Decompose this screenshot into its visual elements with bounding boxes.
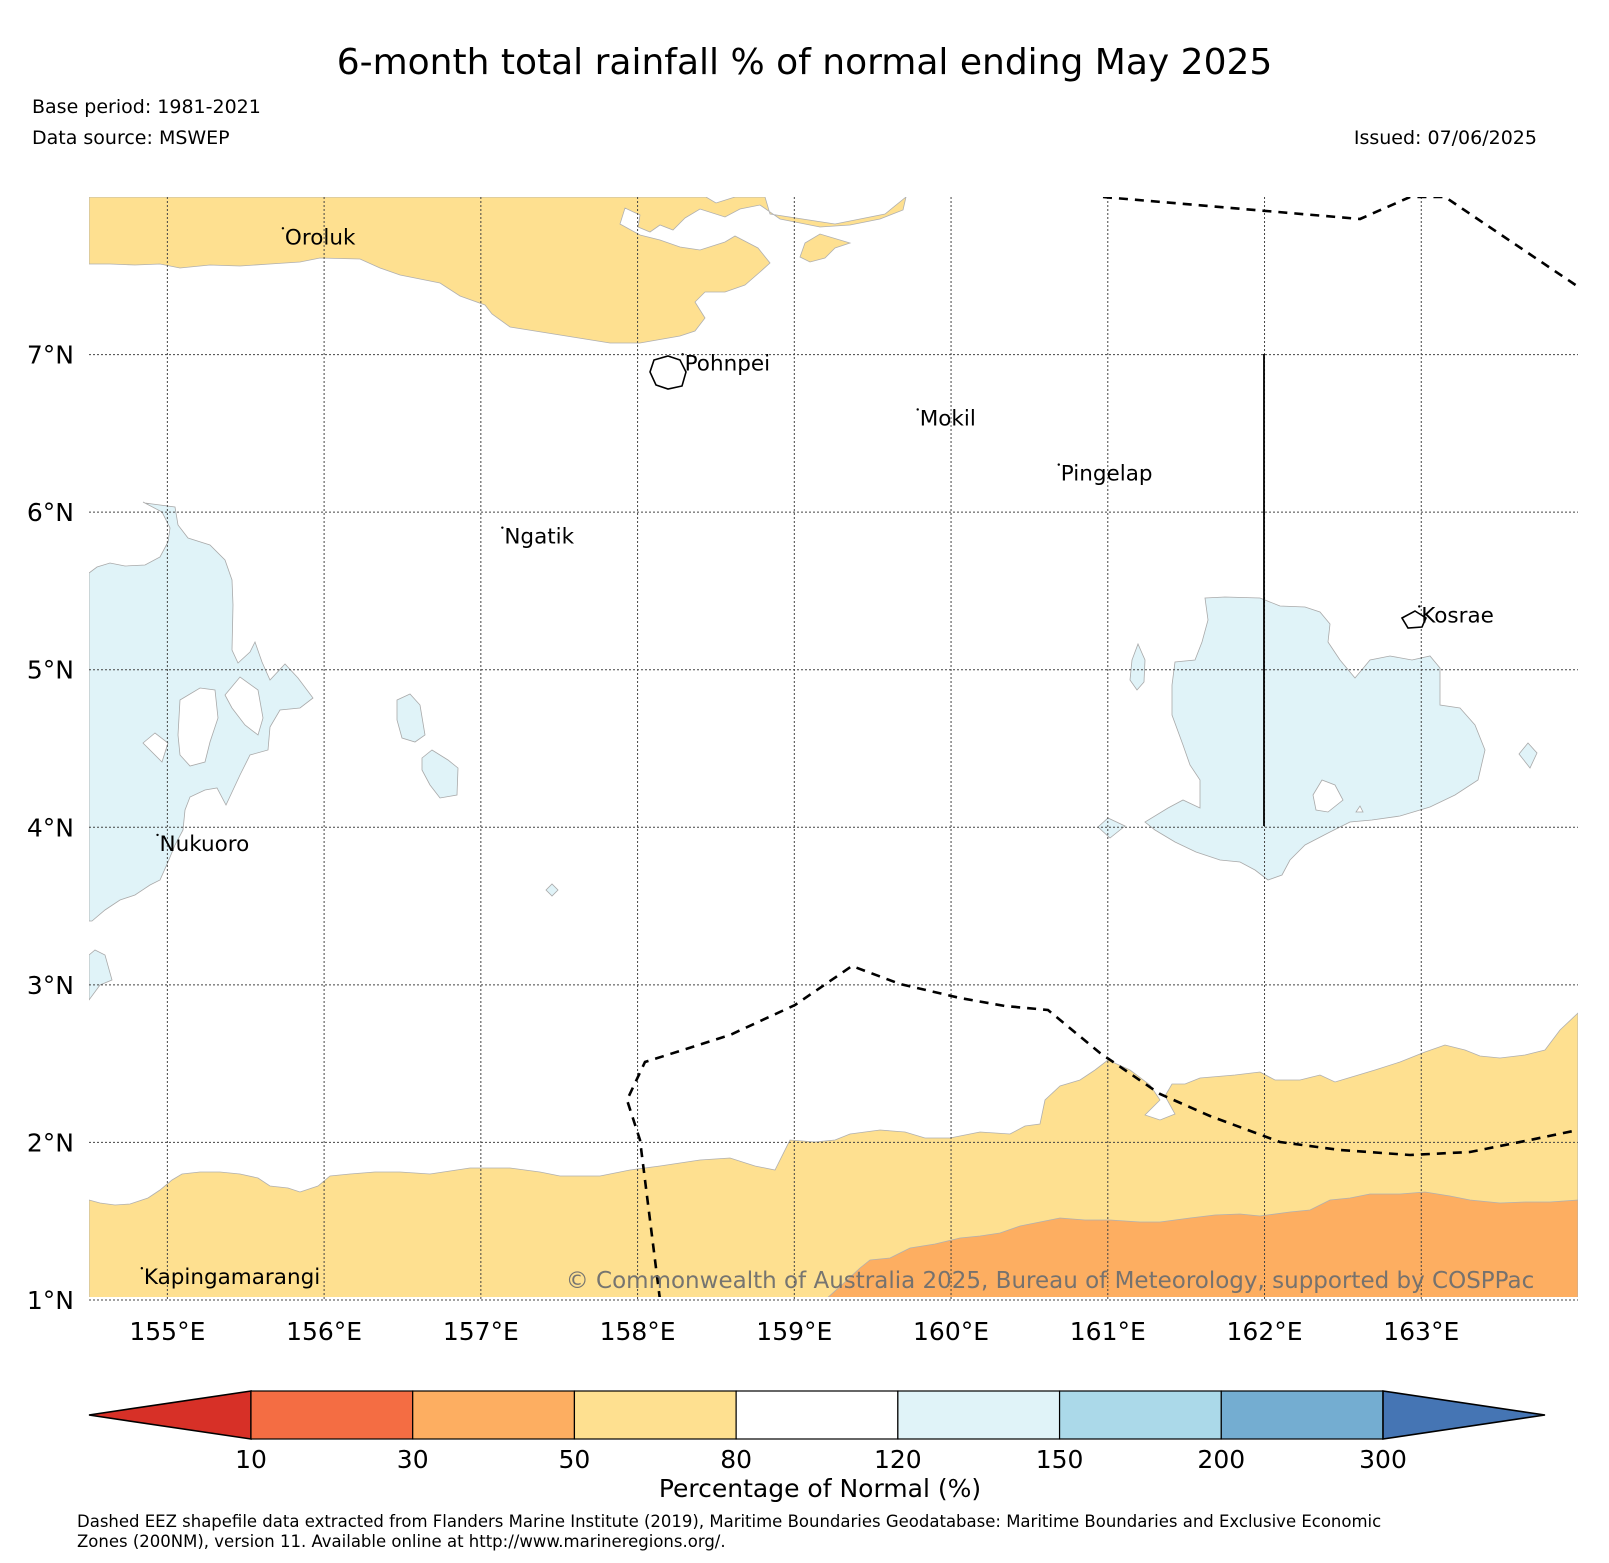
footnote-line-1: Dashed EEZ shapefile data extracted from…	[77, 1512, 1382, 1531]
place-marker	[501, 526, 504, 529]
rain-region-50-80-north-islet	[799, 233, 852, 263]
rainfall-field	[89, 197, 1578, 1297]
colorbar-bin	[897, 1390, 1061, 1440]
rain-region-120-150-east-islet-c	[1097, 817, 1126, 839]
place-marker	[1057, 463, 1060, 466]
colorbar-bin	[735, 1390, 899, 1440]
colorbar: 10 30 50 80 120 150 200 300	[88, 1390, 1546, 1474]
rain-region-120-150-east-islet-b	[1518, 742, 1538, 769]
place-marker	[281, 227, 285, 230]
place-label: Mokil	[920, 406, 976, 431]
lat-tick-label: 6°N	[27, 498, 74, 527]
place-label: Ngatik	[504, 525, 574, 550]
colorbar-bin	[250, 1390, 414, 1440]
colorbar-bin	[1058, 1390, 1222, 1440]
chart-title: 6-month total rainfall % of normal endin…	[336, 42, 1273, 83]
lat-tick-label: 1°N	[27, 1286, 74, 1315]
base-period: Base period: 1981-2021	[32, 96, 261, 118]
place-marker	[156, 833, 159, 837]
rain-region-120-150-blob-b	[421, 749, 459, 799]
latitude-tick-labels: 1°N 2°N 3°N 4°N 5°N 6°N 7°N	[27, 341, 74, 1315]
colorbar-tick-label: 150	[1036, 1445, 1084, 1474]
colorbar-bin	[1220, 1390, 1384, 1440]
lon-tick-label: 163°E	[1383, 1317, 1459, 1346]
place-marker	[916, 408, 919, 411]
place-label: Nukuoro	[160, 832, 250, 857]
place-label: Kosrae	[1421, 603, 1494, 628]
lon-tick-label: 158°E	[600, 1317, 676, 1346]
data-source: Data source: MSWEP	[32, 127, 230, 149]
eez-boundaries	[625, 197, 1578, 1297]
copyright-notice: © Commonwealth of Australia 2025, Bureau…	[566, 1268, 1535, 1294]
rain-region-120-150-blob-a	[396, 693, 426, 743]
colorbar-extend-high	[1382, 1390, 1546, 1440]
place-label: Pingelap	[1061, 462, 1153, 487]
gridlines	[89, 197, 1578, 1301]
lon-tick-label: 161°E	[1070, 1317, 1146, 1346]
lon-tick-label: 159°E	[756, 1317, 832, 1346]
lat-tick-label: 5°N	[27, 656, 74, 685]
colorbar-bin	[412, 1390, 576, 1440]
colorbar-bin	[573, 1390, 737, 1440]
kosrae-island-outline	[1400, 610, 1428, 629]
lon-tick-label: 155°E	[129, 1317, 205, 1346]
place-marker	[140, 1267, 144, 1270]
place-label: Oroluk	[285, 225, 356, 250]
place-marker	[1418, 605, 1421, 608]
lat-tick-label: 4°N	[27, 813, 74, 842]
rain-region-120-150-blob-d	[545, 883, 559, 897]
longitude-tick-labels: 155°E 156°E 157°E 158°E 159°E 160°E 161°E 162°E…	[129, 1317, 1459, 1346]
colorbar-extend-low	[88, 1390, 252, 1440]
place-label: Kapingamarangi	[144, 1265, 320, 1290]
lon-tick-label: 160°E	[913, 1317, 989, 1346]
footnote: Dashed EEZ shapefile data extracted from…	[77, 1512, 1597, 1552]
colorbar-tick-label: 30	[397, 1445, 429, 1474]
rain-region-50-80-north	[89, 197, 907, 344]
lat-tick-label: 3°N	[27, 971, 74, 1000]
place-label: Pohnpei	[685, 351, 770, 376]
colorbar-tick-label: 50	[559, 1445, 591, 1474]
colorbar-tick-label: 80	[720, 1445, 752, 1474]
rain-region-120-150-blob-c	[89, 949, 113, 1001]
place-labels: Oroluk Pohnpei Mokil Pingelap Ngatik Kosrae Nu…	[140, 225, 1494, 1290]
place-marker	[681, 353, 684, 356]
rain-region-30-50-south	[827, 1191, 1578, 1297]
rain-region-120-150-east-islet-a	[1129, 642, 1146, 691]
colorbar-tick-label: 120	[874, 1445, 922, 1474]
lat-tick-label: 7°N	[27, 341, 74, 370]
footnote-line-2: Zones (200NM), version 11. Available onl…	[77, 1532, 726, 1551]
issued-date: Issued: 07/06/2025	[1353, 127, 1537, 149]
colorbar-label: Percentage of Normal (%)	[659, 1474, 981, 1503]
eez-boundary-north	[1102, 197, 1578, 289]
eez-boundary-south	[625, 964, 1578, 1297]
lon-tick-label: 162°E	[1227, 1317, 1303, 1346]
lon-tick-label: 156°E	[286, 1317, 362, 1346]
colorbar-tick-label: 200	[1197, 1445, 1245, 1474]
lat-tick-label: 2°N	[27, 1128, 74, 1157]
pohnpei-island-outline	[649, 355, 687, 390]
colorbar-tick-label: 10	[235, 1445, 267, 1474]
lon-tick-label: 157°E	[443, 1317, 519, 1346]
rain-region-120-150-east	[1144, 596, 1486, 881]
colorbar-tick-label: 300	[1359, 1445, 1407, 1474]
